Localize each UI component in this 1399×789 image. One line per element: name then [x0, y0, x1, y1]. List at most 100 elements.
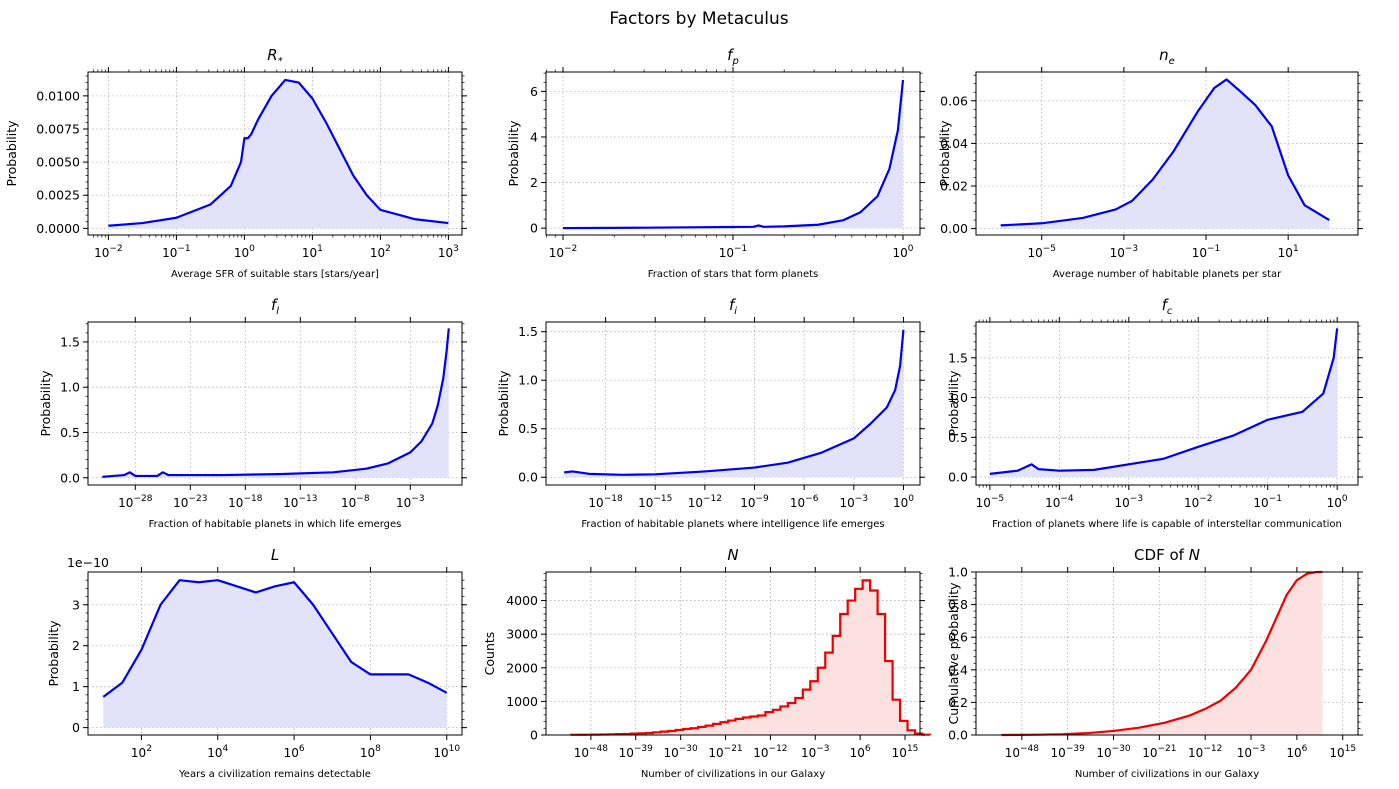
axes-frame — [545, 571, 921, 736]
x-tick-label: 106 — [850, 744, 871, 760]
x-tick-label: 10−39 — [1051, 744, 1086, 760]
x-tick-label: 108 — [360, 744, 381, 760]
y-tick-label: 0.0000 — [36, 221, 80, 236]
x-tick-label: 10−12 — [1188, 744, 1222, 760]
axes-frame — [545, 321, 921, 486]
density-fill — [989, 328, 1338, 478]
chart-panel-7: 10−48 10−39 10−30 10−21 10−12 10−3 106 1015 0 100… — [482, 546, 932, 780]
x-tick-label: 10−12 — [688, 494, 722, 510]
x-tick-label: 102 — [131, 744, 152, 760]
x-tick-label: 103 — [438, 244, 459, 260]
y-tick-label: 3 — [72, 597, 80, 612]
x-tick-label: 10−21 — [1142, 744, 1176, 760]
x-tick-label: 10−21 — [708, 744, 742, 760]
x-tick-label: 104 — [207, 744, 228, 760]
x-tick-label: 100 — [893, 494, 914, 510]
axes-frame — [87, 321, 463, 486]
x-tick-label: 10−18 — [588, 494, 623, 510]
density-fill — [563, 79, 903, 229]
chart-panels: 10−2 10−1 100 101 102 1030.00000.00250.00500.… — [4, 46, 1363, 780]
density-fill — [102, 328, 449, 478]
series-line — [102, 579, 448, 698]
y-tick-label: 0.0025 — [36, 188, 80, 203]
chart-title: fc — [1162, 296, 1173, 317]
x-tick-label: 10−30 — [663, 744, 698, 760]
x-tick-label: 1010 — [433, 744, 460, 760]
chart-title: N — [727, 546, 738, 564]
grid-lines — [976, 322, 1358, 485]
y-tick-label: 0.0 — [60, 470, 80, 485]
x-axis-label: Number of civilizations in our Galaxy — [641, 769, 825, 780]
histogram-bars — [569, 579, 932, 736]
y-tick-label: 1.0 — [948, 565, 968, 580]
x-tick-label: 10−2 — [549, 244, 578, 260]
x-axis-label: Fraction of habitable planets where inte… — [581, 519, 884, 530]
x-tick-label: 100 — [892, 244, 913, 260]
y-tick-label: 2 — [530, 175, 538, 190]
x-tick-label: 10−5 — [1027, 244, 1056, 260]
series-line — [564, 329, 905, 476]
y-tick-label: 3000 — [506, 627, 538, 642]
x-tick-label: 10−2 — [94, 244, 123, 260]
y-tick-label: 0.02 — [940, 178, 968, 193]
y-tick-label: 0.0075 — [36, 121, 80, 136]
y-tick-label: 0 — [530, 221, 538, 236]
y-tick-label: 1000 — [506, 694, 538, 709]
y-tick-label: 1 — [72, 679, 80, 694]
x-tick-label: 10−5 — [976, 494, 1005, 510]
x-tick-label: 10−28 — [118, 494, 153, 510]
x-tick-label: 10−6 — [790, 494, 819, 510]
chart-panel-1: 10−2 10−1 100 0 2 4 6 fp Fraction of stars that … — [506, 46, 925, 280]
x-tick-label: 10−48 — [1005, 744, 1040, 760]
axes-frame — [975, 321, 1359, 486]
figure-suptitle: Factors by Metaculus — [609, 9, 788, 29]
y-tick-label: 0.5 — [518, 421, 538, 436]
x-tick-label: 10−48 — [574, 744, 609, 760]
x-axis-label: Fraction of planets where life is capabl… — [992, 519, 1342, 530]
series-line — [102, 328, 450, 478]
x-axis-label: Number of civilizations in our Galaxy — [1075, 769, 1259, 780]
x-tick-label: 10−3 — [1237, 744, 1266, 760]
x-tick-label: 100 — [234, 244, 255, 260]
y-tick-label: 0.5 — [60, 425, 80, 440]
y-axis-label: Cumulative probability — [946, 582, 961, 725]
x-tick-label: 101 — [1278, 244, 1299, 260]
y-tick-label: 0.06 — [940, 93, 968, 108]
x-axis-label: Fraction of habitable planets in which l… — [149, 519, 402, 530]
chart-title: fi — [729, 296, 737, 317]
axes-frame — [975, 571, 1359, 736]
grid-lines — [546, 322, 920, 485]
y-tick-label: 0.5 — [948, 430, 968, 445]
y-tick-label: 6 — [530, 84, 538, 99]
series-line — [562, 79, 905, 230]
y-tick-label: 0.0100 — [36, 88, 80, 103]
y-offset-text: 1e−10 — [67, 555, 109, 570]
y-axis-label: Counts — [482, 632, 497, 676]
chart-title: CDF of N — [1134, 546, 1200, 564]
y-tick-label: 0.2 — [948, 695, 968, 710]
y-tick-label: 0.0 — [518, 470, 538, 485]
chart-panel-8: 10−48 10−39 10−30 10−21 10−12 10−3 106 1015 0.0 0… — [946, 546, 1363, 780]
y-tick-label: 1.5 — [518, 324, 538, 339]
density-fill — [103, 580, 447, 728]
y-tick-label: 0.6 — [948, 630, 968, 645]
y-tick-label: 1.0 — [948, 390, 968, 405]
y-tick-label: 0.0 — [948, 728, 968, 743]
y-tick-label: 0.00 — [940, 221, 968, 236]
y-tick-label: 1.5 — [948, 350, 968, 365]
x-tick-label: 10−39 — [619, 744, 654, 760]
x-tick-label: 10−12 — [753, 744, 787, 760]
y-tick-label: 0.0 — [948, 470, 968, 485]
x-tick-label: 10−3 — [396, 494, 425, 510]
chart-panel-5: 10−5 10−4 10−3 10−2 10−1 100 0.0 0.5 1.0 1.5 fc Fra… — [946, 296, 1363, 530]
series-line — [108, 78, 449, 227]
x-tick-label: 10−3 — [801, 744, 830, 760]
y-tick-label: 0.4 — [948, 662, 968, 677]
y-tick-label: 0 — [72, 720, 80, 735]
y-tick-label: 1.0 — [60, 380, 80, 395]
x-tick-label: 10−3 — [1110, 244, 1139, 260]
y-tick-label: 1.5 — [60, 334, 80, 349]
series-line — [989, 328, 1339, 475]
x-tick-label: 1015 — [892, 744, 919, 760]
